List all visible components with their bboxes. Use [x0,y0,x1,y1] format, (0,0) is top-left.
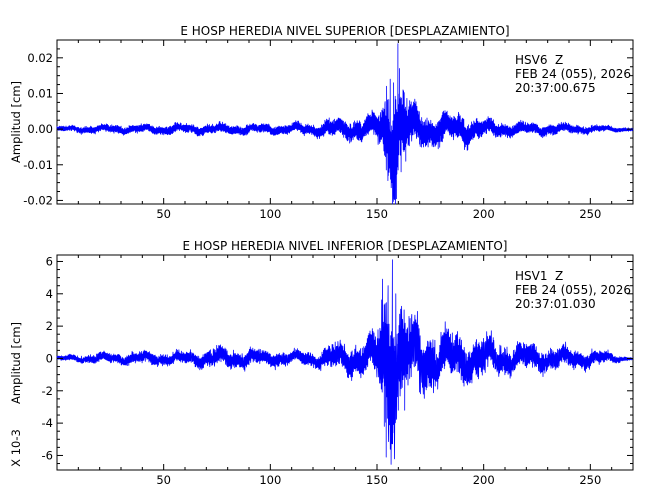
date-lower: FEB 24 (055), 2026 [515,283,631,297]
y-tick-label: 0.00 [27,122,53,136]
time-lower: 20:37:01.030 [515,297,596,311]
y-tick-label: -2 [42,384,53,398]
panel-lower: E HOSP HEREDIA NIVEL INFERIOR [DESPLAZAM… [9,239,634,487]
y-tick-label: 0 [46,351,53,365]
y-axis-label-lower: Amplitud [cm] [9,322,23,404]
component-upper: Z [555,53,563,67]
x-tick-label: 150 [366,207,388,221]
x-tick-label: 150 [366,473,388,487]
panel-upper: E HOSP HEREDIA NIVEL SUPERIOR [DESPLAZAM… [9,24,634,221]
time-upper: 20:37:00.675 [515,81,596,95]
x-tick-label: 200 [473,473,495,487]
station-code-lower: HSV1 [515,269,547,283]
station-info-lower: HSV1 Z FEB 24 (055), 2026 20:37:01.030 [515,269,631,311]
y-tick-label: 6 [46,254,53,268]
y-tick-label: -4 [42,416,53,430]
x-tick-label: 250 [579,207,601,221]
x-tick-label: 100 [259,473,281,487]
y-tick-label: -0.02 [23,193,53,207]
x-tick-label: 100 [259,207,281,221]
y-tick-label: 2 [46,319,53,333]
x-tick-label: 250 [579,473,601,487]
waveform-trace-lower [56,259,634,465]
axes-lower: 50 100 150 200 250 -6 -4 -2 0 2 4 6 [42,254,633,487]
component-lower: Z [555,269,563,283]
plot-frame-lower [56,254,634,471]
y-tick-label: 0.01 [27,86,53,100]
waveform-line-upper [56,43,634,205]
axes-upper: 50 100 150 200 250 -0.02 -0.01 0.00 0.01 0.02 [23,39,633,221]
x-tick-label: 200 [473,207,495,221]
waveform-line-lower [56,259,634,465]
y-axis-scale-note-lower: X 10-3 [9,429,23,467]
y-axis-label-upper: Amplitud [cm] [9,81,23,163]
chart-title-lower: E HOSP HEREDIA NIVEL INFERIOR [DESPLAZAM… [182,239,507,253]
y-tick-label: 4 [46,287,53,301]
date-upper: FEB 24 (055), 2026 [515,67,631,81]
y-tick-label: -6 [42,448,53,462]
x-tick-label: 50 [156,207,171,221]
station-code-upper: HSV6 [515,53,547,67]
x-tick-label: 50 [156,473,171,487]
plot-frame-upper [56,39,634,205]
y-tick-label: -0.01 [23,158,53,172]
station-info-upper: HSV6 Z FEB 24 (055), 2026 20:37:00.675 [515,53,631,95]
waveform-trace-upper [56,43,634,205]
y-tick-label: 0.02 [27,51,53,65]
chart-title-upper: E HOSP HEREDIA NIVEL SUPERIOR [DESPLAZAM… [180,24,509,38]
